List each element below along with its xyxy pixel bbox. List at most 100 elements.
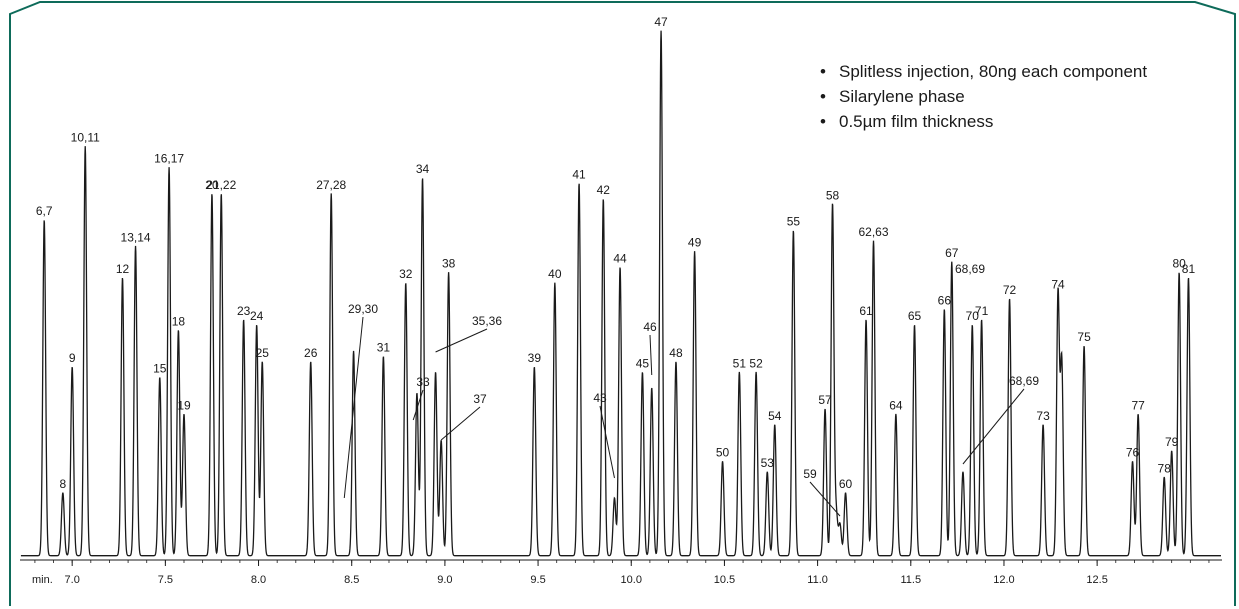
- x-tick-label: 10.5: [714, 574, 735, 586]
- peak-label: 68,69: [955, 262, 985, 276]
- peak-leader-line: [412, 389, 424, 421]
- x-axis-unit-label: min.: [32, 574, 53, 586]
- peak-label: 51: [733, 356, 747, 370]
- peak-label: 46: [643, 320, 657, 334]
- x-tick-label: 8.5: [344, 574, 359, 586]
- peak-leader-line: [649, 334, 653, 376]
- peak-label: 49: [688, 236, 702, 250]
- peak-leader-line: [440, 406, 481, 441]
- peak-label: 43: [593, 391, 607, 405]
- peak-label: 80: [1172, 257, 1186, 271]
- peak-label: 26: [304, 346, 318, 360]
- peak-label: 13,14: [121, 230, 151, 244]
- peak-label: 41: [572, 167, 586, 181]
- chromatogram-trace: [20, 30, 1221, 557]
- x-tick-label: 11.0: [807, 574, 828, 586]
- peak-label: 27,28: [316, 178, 346, 192]
- x-tick-label: 9.0: [437, 574, 452, 586]
- peak-label: 67: [945, 246, 959, 260]
- peak-label: 77: [1131, 398, 1145, 412]
- peak-label: 40: [548, 267, 562, 281]
- peak-label: 20: [205, 178, 219, 192]
- peak-label: 48: [669, 346, 683, 360]
- peak-label: 34: [416, 162, 430, 176]
- peak-label: 15: [153, 362, 167, 376]
- peak-label: 57: [818, 393, 832, 407]
- peak-leader-line: [962, 388, 1025, 465]
- x-axis: min. 7.0 7.5 8.0 8.5 9.0 9.5 10.0 10.5 11.0 11.5 12…: [20, 559, 1222, 586]
- peak-leader-line: [435, 328, 488, 353]
- peak-label: 6,7: [36, 204, 53, 218]
- x-tick-label: 11.5: [900, 574, 921, 586]
- peak-label: 35,36: [472, 314, 502, 328]
- note-bullet: •: [820, 112, 826, 131]
- peak-label: 18: [172, 314, 186, 328]
- note-phase: Silarylene phase: [839, 87, 965, 106]
- peak-label: 78: [1158, 461, 1172, 475]
- x-tick-label: 12.0: [993, 574, 1014, 586]
- peak-label: 24: [250, 309, 264, 323]
- peak-label: 58: [826, 188, 840, 202]
- peak-label: 45: [636, 356, 650, 370]
- peak-label: 53: [761, 456, 775, 470]
- peak-label: 55: [787, 215, 801, 229]
- peak-label: 50: [716, 446, 730, 460]
- peak-label: 10,11: [71, 131, 100, 145]
- x-tick-label: 10.0: [621, 574, 642, 586]
- peak-label: 64: [889, 398, 903, 412]
- peak-label: 21,22: [206, 178, 236, 192]
- x-tick-label: 9.5: [530, 574, 545, 586]
- peak-label: 37: [473, 392, 487, 406]
- peak-label: 76: [1126, 446, 1140, 460]
- peak-label: 65: [908, 309, 922, 323]
- x-tick-label: 8.0: [251, 574, 266, 586]
- peak-label: 29,30: [348, 302, 378, 316]
- x-tick-label: 7.0: [65, 574, 80, 586]
- peak-label: 42: [597, 183, 611, 197]
- peak-label: 44: [613, 251, 627, 265]
- peak-label: 73: [1036, 409, 1050, 423]
- peak-label: 33: [416, 375, 430, 389]
- peak-label: 74: [1051, 278, 1065, 292]
- peak-label: 81: [1182, 262, 1196, 276]
- peak-label: 61: [859, 304, 873, 318]
- x-tick-label: 12.5: [1086, 574, 1107, 586]
- figure-frame: [9, 0, 1236, 606]
- peak-label: 38: [442, 257, 456, 271]
- peak-label: 75: [1077, 330, 1091, 344]
- peak-leader-line: [599, 405, 615, 479]
- peak-label: 54: [768, 409, 782, 423]
- peak-leader-line: [343, 316, 364, 499]
- peak-label: 47: [654, 15, 668, 29]
- peak-label: 52: [749, 356, 763, 370]
- note-film: 0.5µm film thickness: [839, 112, 993, 131]
- method-notes: • Splitless injection, 80ng each compone…: [820, 62, 1147, 131]
- chromatogram-trace-layer: [20, 30, 1221, 557]
- x-tick-label: 7.5: [158, 574, 173, 586]
- peak-label: 68,69: [1009, 374, 1039, 388]
- peak-label: 59: [803, 467, 817, 481]
- peak-label: 66: [938, 293, 952, 307]
- peak-label: 71: [975, 304, 989, 318]
- peak-label: 19: [177, 398, 191, 412]
- peak-label: 79: [1165, 435, 1179, 449]
- peak-label: 8: [60, 477, 67, 491]
- peak-label: 31: [377, 341, 391, 355]
- peak-label: 16,17: [154, 152, 184, 166]
- note-bullet: •: [820, 62, 826, 81]
- peak-label: 25: [256, 346, 270, 360]
- peak-label: 12: [116, 262, 130, 276]
- peak-label: 9: [69, 351, 76, 365]
- peak-label: 72: [1003, 283, 1017, 297]
- note-injection: Splitless injection, 80ng each component: [839, 62, 1147, 81]
- peak-label: 60: [839, 477, 853, 491]
- peak-label: 62,63: [858, 225, 888, 239]
- peak-label: 39: [528, 351, 542, 365]
- note-bullet: •: [820, 87, 826, 106]
- peak-label: 70: [966, 309, 980, 323]
- peak-label: 23: [237, 304, 251, 318]
- peak-label: 32: [399, 267, 413, 281]
- peak-leader-line: [809, 481, 841, 517]
